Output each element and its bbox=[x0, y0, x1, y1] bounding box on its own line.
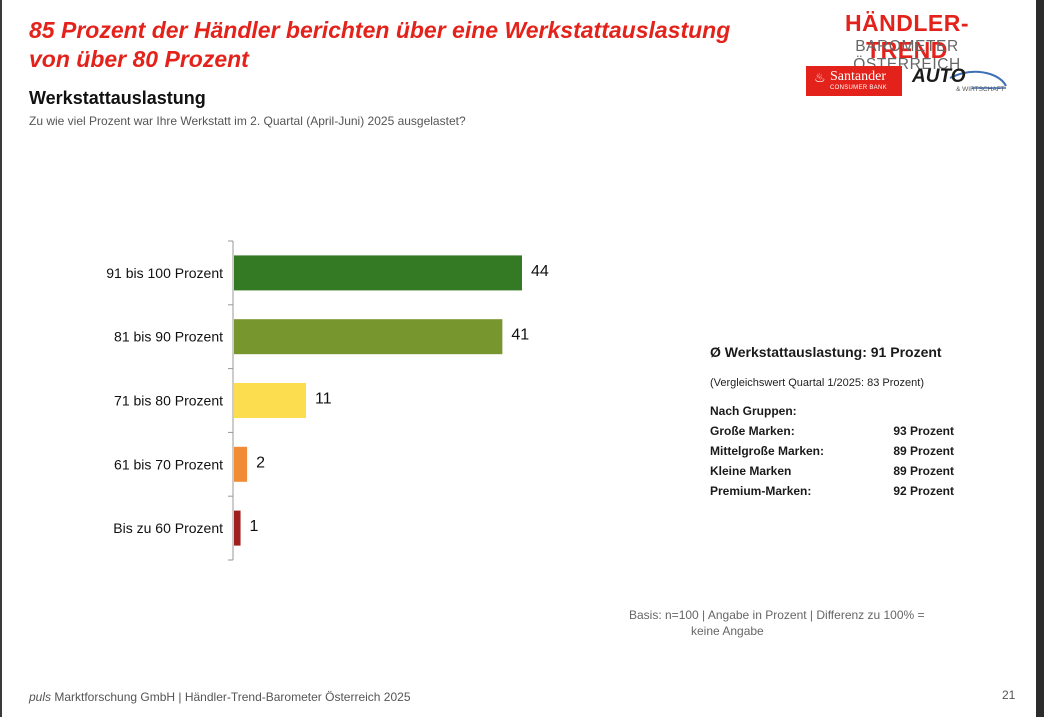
auto-wirtschaft-logo: AUTO & WIRTSCHAFT bbox=[910, 66, 1010, 98]
santander-subline: CONSUMER BANK bbox=[830, 85, 887, 91]
group-row: Kleine Marken 89 Prozent bbox=[710, 464, 954, 478]
average-utilization: Ø Werkstattauslastung: 91 Prozent bbox=[710, 344, 942, 360]
value-label: 11 bbox=[315, 391, 332, 408]
group-value: 89 Prozent bbox=[893, 464, 954, 478]
group-row: Mittelgroße Marken: 89 Prozent bbox=[710, 444, 954, 458]
group-value: 93 Prozent bbox=[893, 424, 954, 438]
bar bbox=[234, 255, 522, 291]
group-row: Große Marken: 93 Prozent bbox=[710, 424, 954, 438]
bar bbox=[234, 383, 306, 418]
car-swoosh-icon bbox=[949, 70, 1007, 89]
group-label: Kleine Marken bbox=[710, 464, 792, 478]
groups-heading: Nach Gruppen: bbox=[710, 404, 797, 418]
page-number: 21 bbox=[1002, 688, 1016, 702]
group-label: Mittelgroße Marken: bbox=[710, 444, 825, 458]
slide-border-left bbox=[0, 0, 2, 717]
bar bbox=[234, 510, 241, 546]
santander-flame-icon: ♨ bbox=[814, 70, 826, 85]
footer-text: Marktforschung GmbH | Händler-Trend-Baro… bbox=[51, 690, 411, 704]
category-label: 81 bis 90 Prozent bbox=[114, 329, 223, 345]
headline-line-2: von über 80 Prozent bbox=[29, 46, 249, 72]
auto-word: AUTO bbox=[912, 66, 966, 87]
comparison-value: (Vergleichswert Quartal 1/2025: 83 Proze… bbox=[710, 377, 925, 389]
survey-question: Zu wie viel Prozent war Ihre Werkstatt i… bbox=[29, 114, 466, 128]
basis-line-2: keine Angabe bbox=[691, 624, 764, 638]
group-row: Premium-Marken: 92 Prozent bbox=[710, 484, 954, 498]
value-label: 1 bbox=[250, 518, 259, 535]
group-label: Große Marken: bbox=[710, 424, 795, 438]
category-label: 71 bis 80 Prozent bbox=[114, 393, 223, 409]
group-label: Premium-Marken: bbox=[710, 484, 812, 498]
category-label: 61 bis 70 Prozent bbox=[114, 456, 223, 472]
bar bbox=[234, 319, 503, 355]
group-value: 92 Prozent bbox=[893, 484, 954, 498]
santander-name: Santander bbox=[830, 69, 886, 84]
footer-brand: puls bbox=[29, 690, 52, 704]
logo-title: HÄNDLER-TREND bbox=[844, 10, 970, 63]
auto-subline: & WIRTSCHAFT bbox=[956, 86, 1005, 93]
slide-border-right bbox=[1036, 0, 1044, 717]
headline-line-1: 85 Prozent der Händler berichten über ei… bbox=[29, 17, 731, 43]
value-label: 41 bbox=[511, 327, 529, 344]
section-title: Werkstattauslastung bbox=[29, 88, 206, 108]
barometer-logo: HÄNDLER-TREND BAROMETER ÖSTERREICH ♨ San… bbox=[806, 8, 1008, 98]
category-label: Bis zu 60 Prozent bbox=[113, 520, 223, 536]
group-value: 89 Prozent bbox=[893, 444, 954, 458]
santander-logo: ♨ Santander CONSUMER BANK bbox=[806, 66, 902, 96]
value-label: 44 bbox=[531, 263, 549, 280]
bar-chart-svg: 91 bis 100 Prozent 44 81 bis 90 Prozent 41 7… bbox=[106, 240, 549, 561]
value-label: 2 bbox=[256, 454, 265, 471]
basis-line-1: Basis: n=100 | Angabe in Prozent | Diffe… bbox=[629, 608, 925, 622]
basis-note: Basis: n=100 | Angabe in Prozent | Diffe… bbox=[629, 607, 969, 639]
category-label: 91 bis 100 Prozent bbox=[106, 265, 223, 281]
footer: puls Marktforschung GmbH | Händler-Trend… bbox=[29, 690, 411, 704]
bar-chart: 91 bis 100 Prozent 44 81 bis 90 Prozent 41 7… bbox=[0, 0, 600, 600]
headline: 85 Prozent der Händler berichten über ei… bbox=[29, 16, 789, 74]
bar bbox=[234, 446, 248, 482]
